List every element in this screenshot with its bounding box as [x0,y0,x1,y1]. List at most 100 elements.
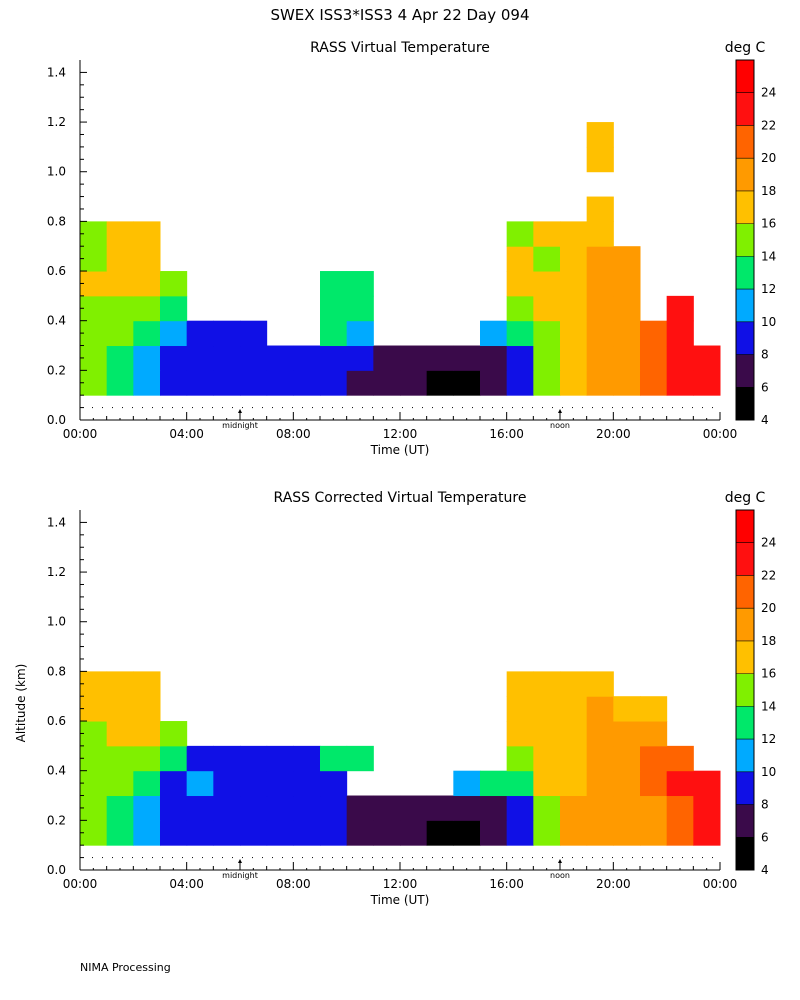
range-gate-dot [692,407,693,409]
heatmap-cell [586,671,614,697]
heatmap-cell [133,721,161,747]
heatmap-cell [506,295,534,322]
heatmap-cell [400,795,428,821]
y-tick-label: 1.2 [47,115,66,129]
heatmap-cell [186,345,214,371]
heatmap-cell [533,671,561,697]
range-gate-dot [212,407,213,409]
heatmap-cell [666,295,694,322]
range-gate-dot [372,857,373,859]
heatmap-cell [160,820,188,846]
range-gate-dot [702,857,703,859]
heatmap-cell [106,696,134,722]
range-gate-dot [202,857,203,859]
panel-title: RASS Corrected Virtual Temperature [274,490,527,506]
x-tick-label: 00:00 [703,877,738,891]
y-tick-label: 1.0 [47,615,66,629]
colorbar-tick-label: 4 [761,863,769,877]
x-tick-label: 00:00 [63,877,98,891]
range-gate-dot [192,857,193,859]
heatmap-cell [506,795,534,821]
heatmap-cell [293,345,321,371]
heatmap-cell [613,795,641,821]
heatmap-cell [346,271,374,297]
colorbar-band [736,354,754,388]
heatmap-cell [506,320,534,347]
range-gate-dot [182,857,183,859]
heatmap-cell [666,820,694,846]
heatmap-cell [133,745,161,772]
heatmap-cell [666,370,694,396]
heatmap-cell [213,745,241,772]
x-tick-label: 00:00 [63,427,98,441]
heatmap-cell [426,820,454,846]
heatmap-cell [640,820,668,846]
range-gate-dot [252,407,253,409]
heatmap-cell [240,345,268,371]
range-gate-dot [482,407,483,409]
heatmap-cell [186,320,214,347]
colorbar-tick-label: 14 [761,249,776,263]
heatmap-cell [533,820,561,846]
range-gate-dot [582,407,583,409]
range-gate-dot [122,857,123,859]
heatmap-cell [213,370,241,396]
range-gate-dot [642,857,643,859]
colorbar-band [736,158,754,191]
colorbar: 4 6 8 10 12 14 16 18 20 22 24 [735,509,776,877]
heatmap-cell [506,721,534,747]
range-gate-dot [662,857,663,859]
heatmap-cell [186,370,214,396]
range-gate-dot [542,857,543,859]
range-gate-dot [292,857,293,859]
y-tick-label: 0.8 [47,664,66,678]
colorbar-band [736,256,754,290]
range-gate-dot [122,407,123,409]
heatmap-cell [506,820,534,846]
heatmap-cell [533,696,561,722]
range-gate-dot [282,857,283,859]
heatmap-cell [640,721,668,747]
range-gate-dot [432,857,433,859]
colorbar-band [736,739,754,772]
y-tick-label: 0.4 [47,314,66,328]
panel-corrected-virtual-temperature: RASS Corrected Virtual Temperature deg C 0… [47,490,776,907]
heatmap-cell [320,370,348,396]
heatmap-cell [613,295,641,322]
colorbar-tick-label: 8 [761,798,769,812]
range-gate-dot [222,857,223,859]
heatmap-cell [240,770,268,797]
heatmap-cell [320,820,348,846]
heatmap-cell [160,745,188,772]
heatmap-cell [560,721,588,747]
range-gate-dot [682,857,683,859]
heatmap-cell [133,320,161,347]
range-gate-dot [452,407,453,409]
range-gate-dot [572,407,573,409]
heatmap-cell [666,345,694,371]
heatmap-cell [80,745,108,772]
heatmap-cell [106,721,134,747]
heatmap-cell [693,370,721,396]
heatmap-cell [106,820,134,846]
heatmap-cell [560,246,588,272]
heatmap-cell [266,820,294,846]
heatmap-cell [586,370,614,396]
range-gate-dot [562,857,563,859]
x-tick-label: 04:00 [169,427,204,441]
heatmap-cell [586,271,614,297]
range-gate-dot [292,407,293,409]
heatmap-cell [480,345,508,371]
range-gate-dot [372,407,373,409]
heatmap-cell [693,770,721,797]
heatmap-cell [106,320,134,347]
heatmap-cell [133,271,161,297]
range-gate-dot [252,857,253,859]
heatmap-cell [80,320,108,347]
heatmap-cell [586,745,614,772]
heatmap-cell [533,770,561,797]
range-gate-dot [272,857,273,859]
colorbar-tick-label: 14 [761,699,776,713]
heatmap-cell [373,795,401,821]
heatmap-cell [586,696,614,722]
